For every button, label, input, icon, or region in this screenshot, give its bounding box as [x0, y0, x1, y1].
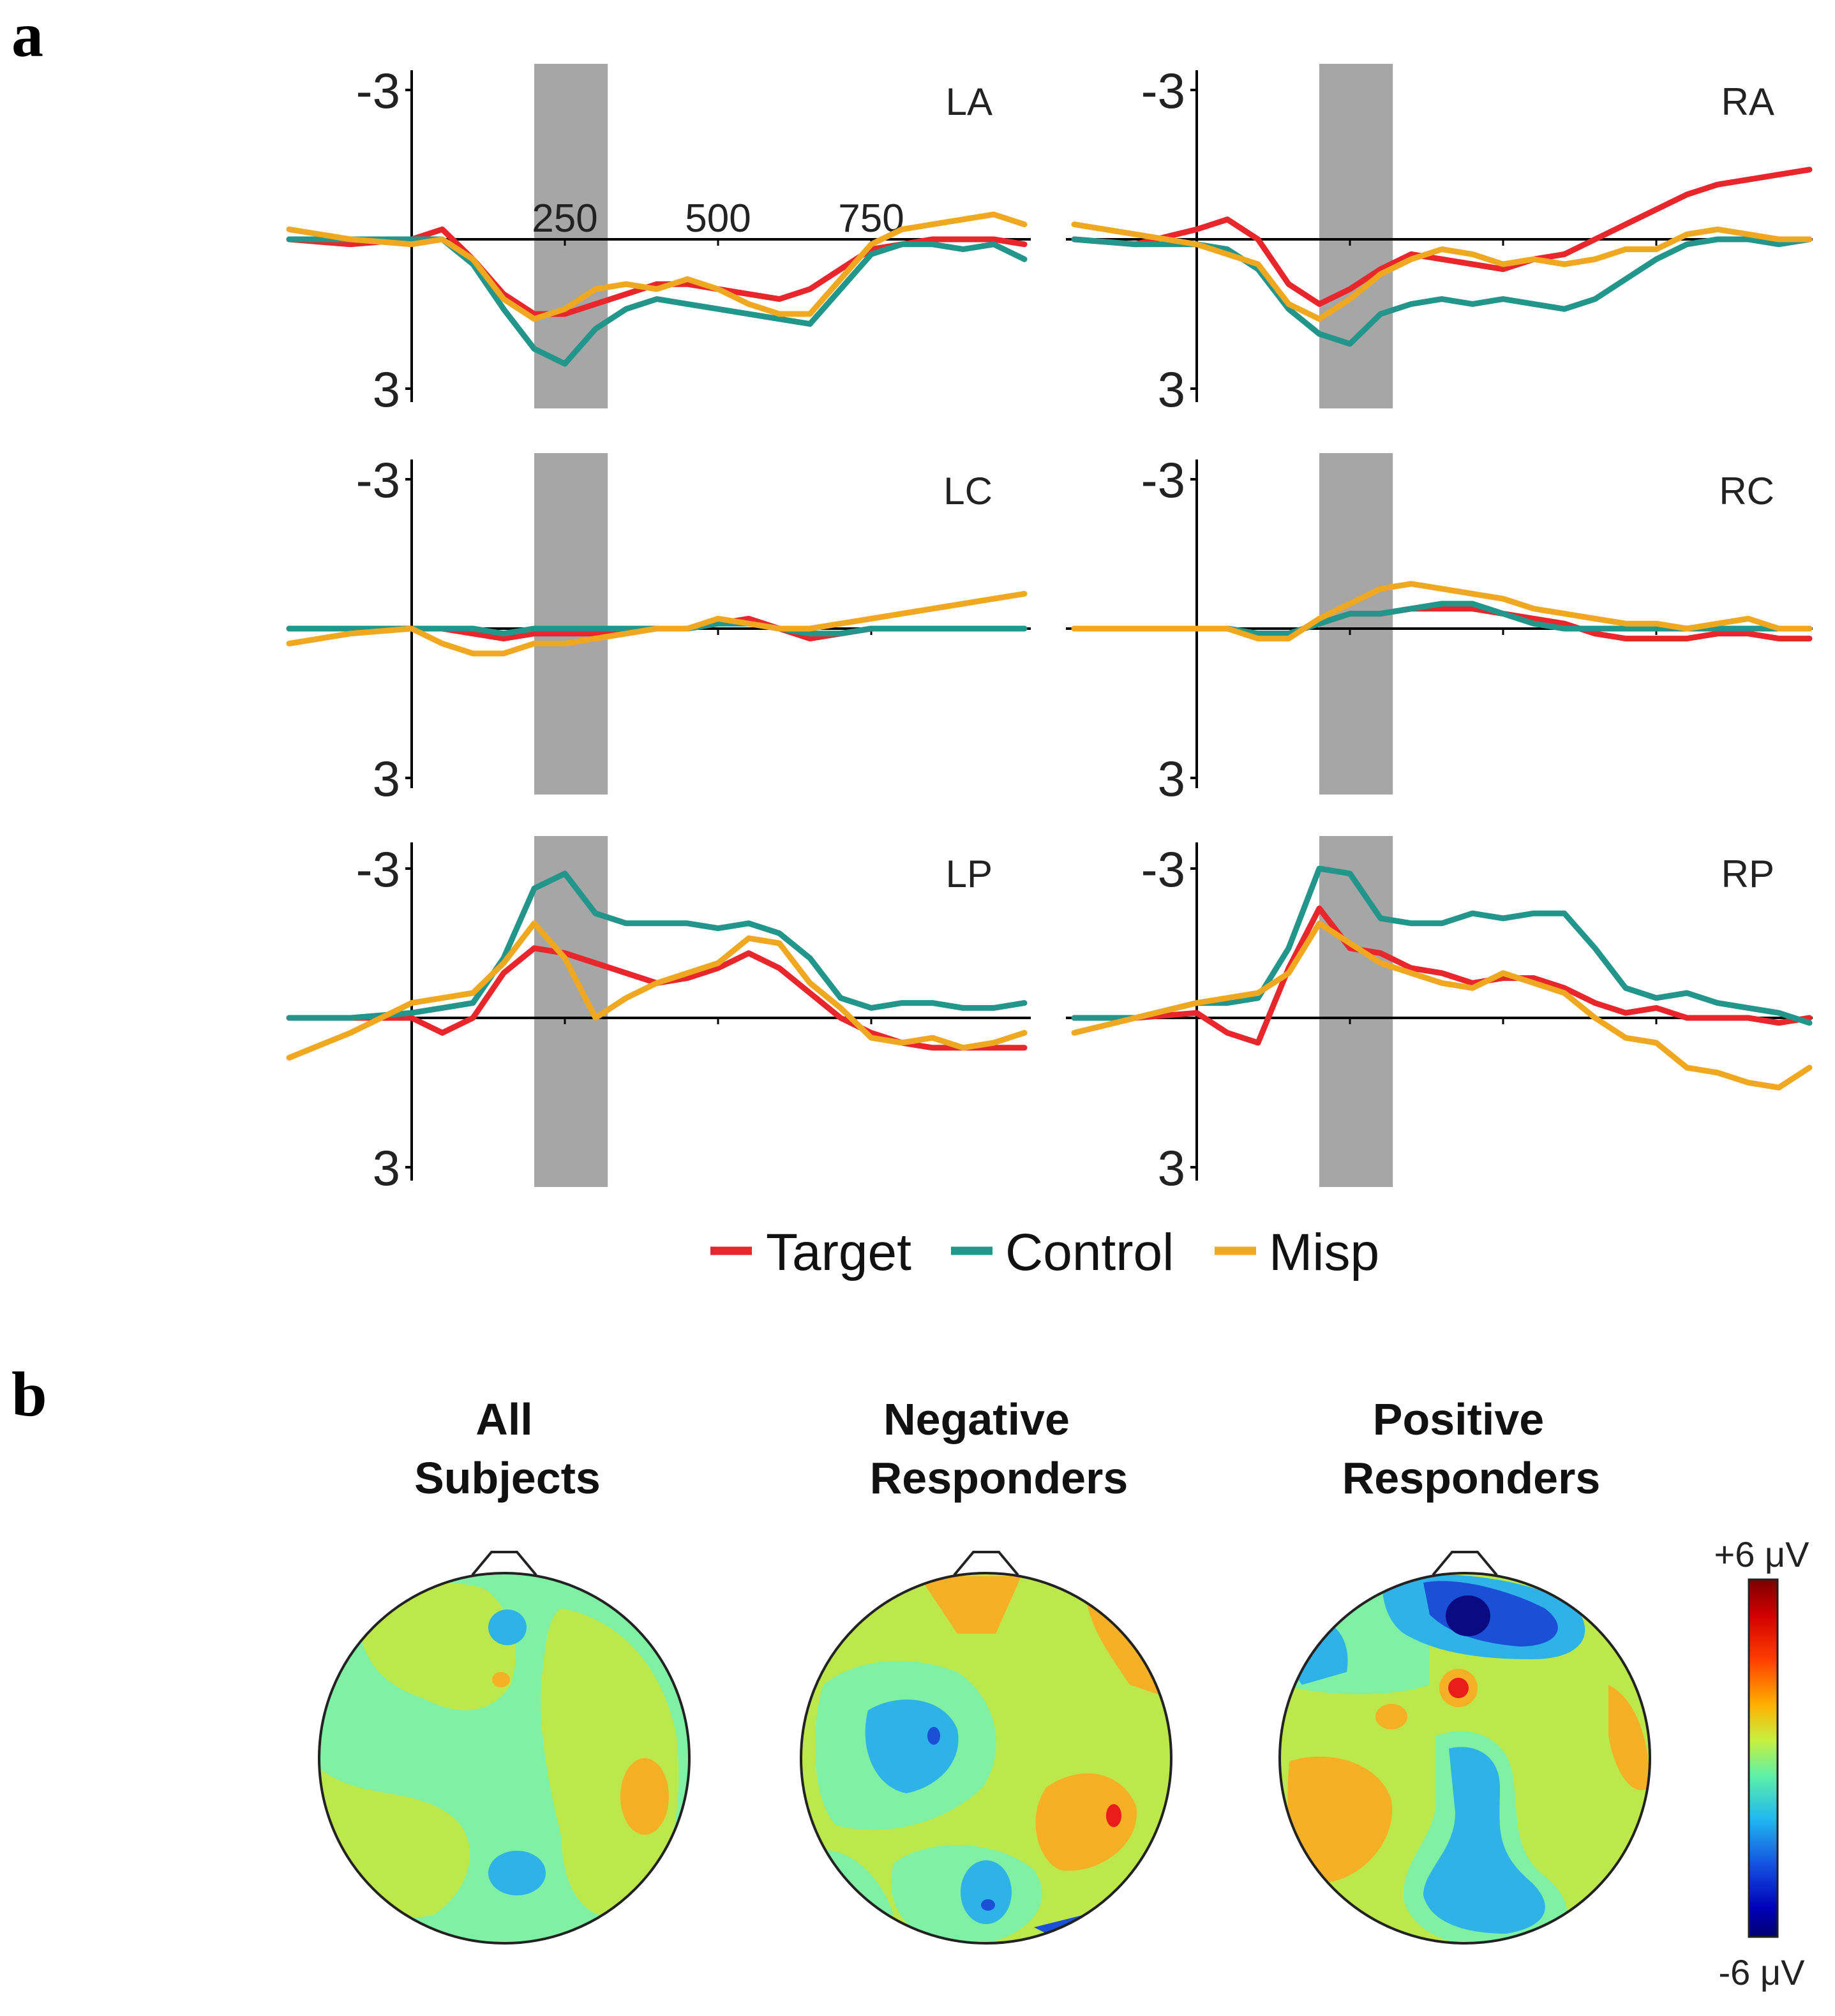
erp-panel-lp: -3 3 LP [286, 836, 1031, 1196]
topo-positive-spot [620, 1758, 669, 1835]
panel-a-label: a [11, 0, 43, 70]
y-tick-label: 3 [1158, 750, 1185, 807]
topo-negative-spot [488, 1609, 527, 1645]
region-label: LA [946, 80, 992, 123]
topomap-positive-responders [1278, 1551, 1651, 1945]
analysis-window [1319, 836, 1393, 1187]
map-title-negative-line1: Negative [883, 1394, 1070, 1444]
legend-label-target: Target [766, 1223, 911, 1281]
topo-positive-spot [1608, 1685, 1650, 1791]
x-tick-label: 500 [685, 197, 751, 241]
y-tick-label: 3 [1158, 1140, 1185, 1196]
erp-panel-ra: -3 3 RA [1066, 63, 1813, 417]
y-tick-label: 3 [373, 361, 400, 417]
series-misp-ra [1071, 221, 1813, 322]
head-outline [800, 1572, 1172, 1945]
map-title-all-line1: All [476, 1394, 532, 1444]
legend-label-misp: Misp [1269, 1223, 1379, 1281]
analysis-window [1319, 453, 1393, 795]
series-misp-lc [286, 590, 1028, 657]
colorbar: +6 μV -6 μV [1714, 1534, 1809, 1992]
head-outline [1278, 1572, 1651, 1945]
topo-positive-spot [492, 1672, 510, 1687]
topo-negative-spot [981, 1899, 995, 1911]
topo-positive-spot [919, 1576, 1021, 1634]
topo-region [357, 1583, 516, 1710]
analysis-window [1319, 64, 1393, 408]
analysis-window [534, 836, 608, 1187]
series-control-ra [1071, 236, 1813, 347]
region-label: LP [946, 853, 992, 895]
region-label: RA [1721, 80, 1774, 123]
topo-region [541, 1608, 679, 1917]
topo-positive-spot [1035, 1773, 1137, 1871]
region-label: LC [943, 470, 992, 512]
analysis-window [534, 453, 608, 795]
topo-positive-spot [1448, 1678, 1469, 1698]
map-title-all-line2: Subjects [414, 1453, 601, 1503]
topo-positive-spot [1106, 1804, 1121, 1827]
legend-label-control: Control [1005, 1223, 1174, 1281]
series-control-la [286, 236, 1028, 367]
head-outline [318, 1572, 691, 1945]
topo-negative-spot [927, 1727, 940, 1745]
topomap-negative-responders [800, 1551, 1172, 1945]
series-target-rp [1071, 905, 1813, 1046]
y-tick-label: -3 [356, 841, 400, 897]
erp-panel-rc: -3 3 RC [1066, 452, 1813, 807]
nose-icon [1432, 1551, 1498, 1576]
series-misp-rp [1071, 920, 1813, 1091]
erp-panel-rp: -3 3 RP [1066, 836, 1813, 1196]
colorbar-max-label: +6 μV [1714, 1534, 1809, 1574]
y-tick-label: -3 [1141, 63, 1185, 119]
y-tick-label: 3 [373, 750, 400, 807]
colorbar-min-label: -6 μV [1719, 1952, 1806, 1992]
erp-panel-lc: -3 3 LC [286, 452, 1031, 807]
nose-icon [953, 1551, 1019, 1576]
series-misp-la [286, 211, 1028, 322]
map-title-negative-line2: Responders [870, 1453, 1128, 1503]
nose-icon [471, 1551, 537, 1576]
map-title-positive-line2: Responders [1342, 1453, 1601, 1503]
x-tick-label: 250 [532, 197, 597, 241]
colorbar-gradient [1748, 1578, 1779, 1938]
topo-negative-spot [865, 1699, 959, 1793]
region-label: RC [1719, 470, 1774, 512]
y-tick-label: -3 [1141, 841, 1185, 897]
panel-b-label: b [11, 1359, 47, 1430]
series-misp-lp [286, 920, 1028, 1061]
y-tick-label: -3 [356, 63, 400, 119]
series-target-lp [286, 945, 1028, 1051]
topomap-all-subjects [318, 1551, 691, 1945]
topo-negative-spot [1423, 1747, 1545, 1934]
y-tick-label: 3 [373, 1140, 400, 1196]
topo-positive-spot [1287, 1756, 1393, 1883]
y-tick-label: -3 [356, 452, 400, 508]
series-control-lp [286, 870, 1028, 1021]
topo-negative-spot [1446, 1595, 1490, 1636]
topo-positive-spot [1375, 1704, 1407, 1729]
series-control-rp [1071, 865, 1813, 1026]
series-target-ra [1071, 167, 1813, 307]
series-misp-rc [1071, 581, 1813, 642]
analysis-window [534, 64, 608, 408]
series-target-rc [1071, 606, 1813, 642]
waveform-legend: Target Control Misp [710, 1223, 1379, 1281]
topo-negative-spot [961, 1860, 1012, 1924]
y-tick-label: -3 [1141, 452, 1185, 508]
map-title-positive-line1: Positive [1373, 1394, 1544, 1444]
region-label: RP [1721, 853, 1774, 895]
y-tick-label: 3 [1158, 361, 1185, 417]
topo-negative-spot [488, 1851, 546, 1895]
